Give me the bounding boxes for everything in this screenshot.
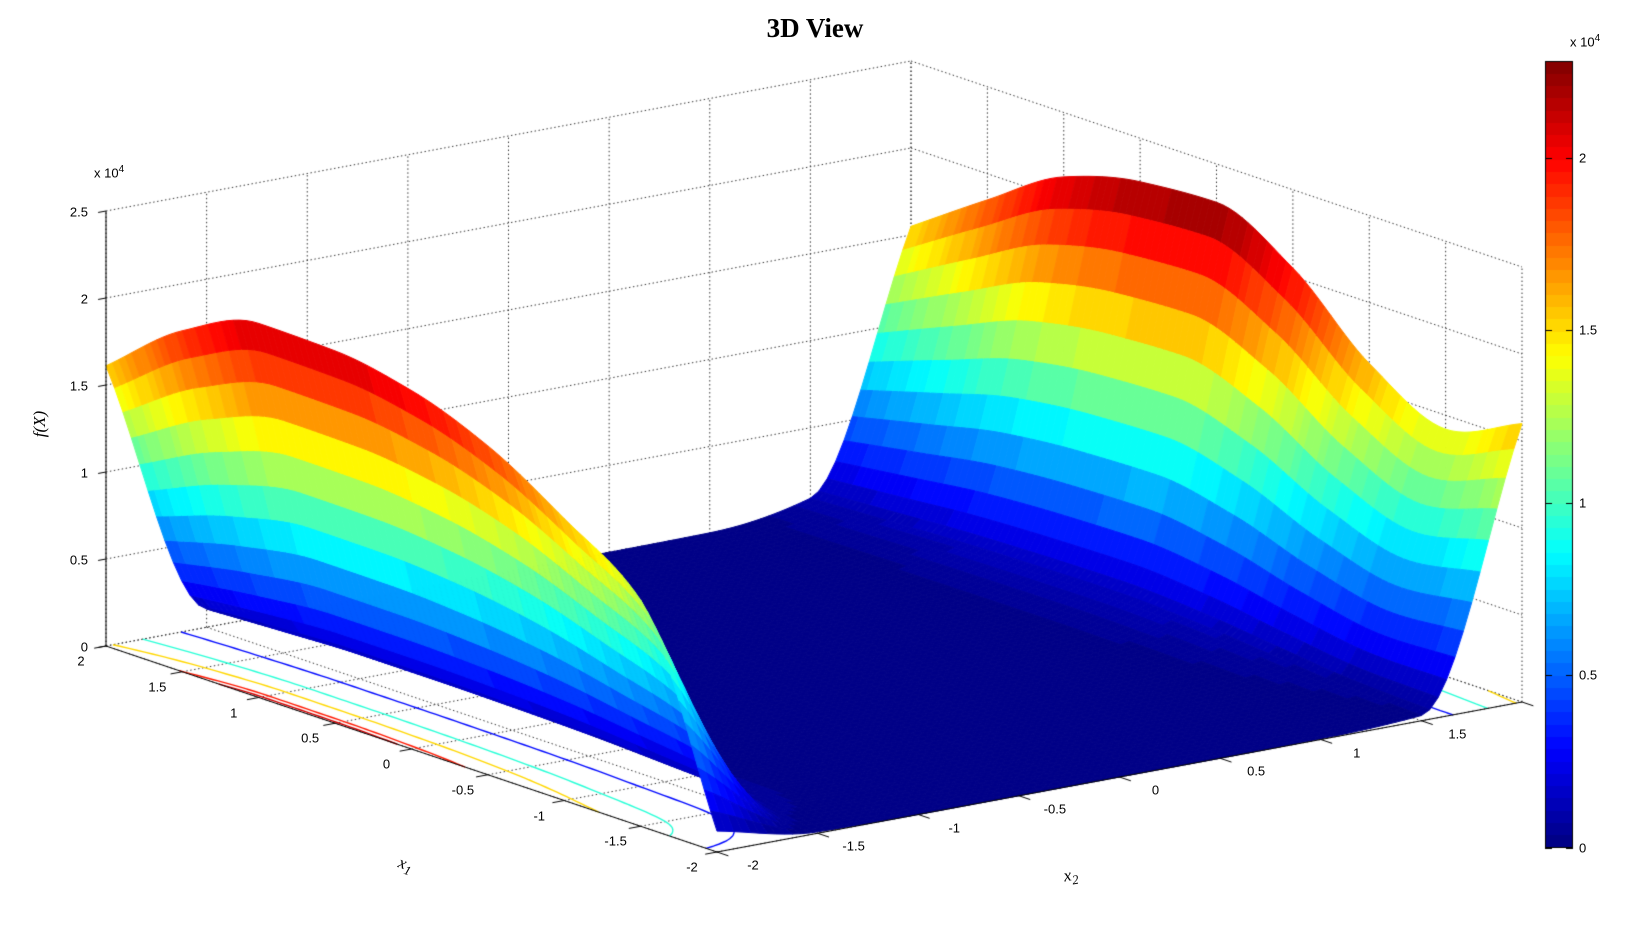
x1-tick-label: 1 (230, 705, 238, 720)
z-tick-label: 1.5 (69, 378, 88, 394)
x1-tick-label: 1.5 (148, 679, 167, 695)
z-axis-exponent-power: 4 (118, 164, 125, 175)
colorbar-tick-label: 1 (1579, 495, 1587, 511)
x2-tick-label: 0.5 (1247, 763, 1266, 779)
x1-tick-label: -0.5 (451, 782, 475, 798)
colorbar-exponent: x 104 (1570, 33, 1600, 49)
x1-tick-label: 0.5 (301, 730, 320, 746)
colorbar-exponent-mantissa: x 10 (1570, 34, 1595, 50)
plot-title: 3D View (766, 13, 864, 43)
z-tick-label: 0 (80, 639, 88, 655)
colorbar (1545, 61, 1573, 848)
x2-tick-label: -1 (948, 820, 961, 835)
z-axis-exponent-mantissa: x 10 (94, 165, 119, 181)
x1-tick-label: -1.5 (604, 833, 627, 849)
x2-tick-label: -0.5 (1043, 801, 1067, 817)
colorbar-tick-label: 0.5 (1579, 667, 1598, 683)
x2-tick-label: 1.5 (1448, 726, 1467, 742)
z-axis-label: f(X) (30, 410, 49, 438)
colorbar-tick-label: 2 (1579, 150, 1587, 166)
x1-tick-label: -2 (686, 859, 698, 875)
x2-tick-label: -2 (747, 857, 759, 873)
x1-tick-label: 2 (77, 653, 85, 669)
z-tick-label: 0.5 (69, 552, 88, 568)
x2-tick-label: -1.5 (842, 838, 865, 854)
colorbar-exponent-power: 4 (1594, 33, 1601, 44)
x2-tick-label: 0 (1151, 782, 1160, 798)
z-tick-label: 1 (80, 465, 88, 481)
x1-tick-label: -1 (533, 808, 546, 823)
colorbar-tick-label: 0 (1579, 840, 1587, 856)
z-axis-exponent: x 104 (94, 164, 124, 180)
x2-tick-label: 1 (1353, 745, 1361, 760)
colorbar-tick-label: 1.5 (1579, 322, 1598, 338)
z-tick-label: 2 (80, 291, 88, 307)
z-tick-label: 2.5 (69, 204, 88, 220)
x1-tick-label: 0 (382, 756, 391, 772)
